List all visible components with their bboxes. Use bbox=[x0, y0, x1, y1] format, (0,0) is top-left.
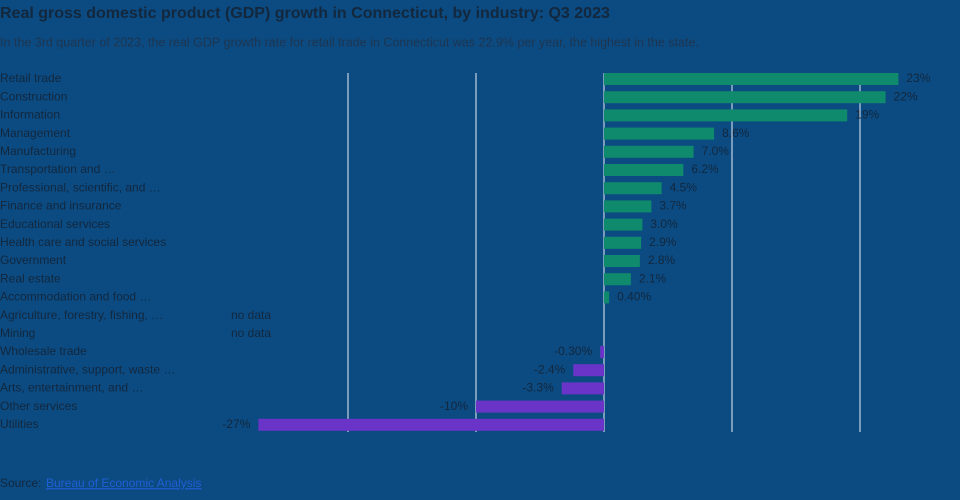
value-label: -0.30% bbox=[554, 344, 592, 358]
source-label: Source: bbox=[0, 476, 41, 490]
value-label: 3.0% bbox=[650, 217, 678, 231]
y-tick-label: Agriculture, forestry, fishing, … bbox=[0, 308, 163, 322]
y-tick-label: Management bbox=[0, 126, 71, 140]
bar bbox=[604, 145, 694, 158]
value-label: 8.6% bbox=[722, 126, 750, 140]
value-label: 2.9% bbox=[649, 235, 677, 249]
value-label: no data bbox=[231, 308, 271, 322]
value-label: 2.1% bbox=[639, 271, 667, 285]
source-link[interactable]: Bureau of Economic Analysis bbox=[46, 476, 201, 490]
y-tick-label: Construction bbox=[0, 89, 67, 103]
value-label: -2.4% bbox=[534, 362, 566, 376]
bar bbox=[604, 109, 848, 122]
value-label: -27% bbox=[222, 417, 250, 431]
value-label: 4.5% bbox=[670, 180, 698, 194]
bar bbox=[604, 255, 640, 267]
chart-subtitle: In the 3rd quarter of 2023, the real GDP… bbox=[0, 35, 699, 49]
y-tick-label: Information bbox=[0, 108, 60, 122]
bar bbox=[604, 164, 684, 176]
bar bbox=[604, 218, 643, 231]
y-tick-label: Accommodation and food … bbox=[0, 290, 151, 304]
bar bbox=[573, 364, 604, 377]
value-label: 2.8% bbox=[648, 253, 676, 267]
bar bbox=[604, 127, 715, 140]
value-label: 19% bbox=[855, 108, 879, 122]
bar bbox=[604, 73, 899, 85]
y-tick-label: Manufacturing bbox=[0, 144, 76, 158]
bar bbox=[258, 418, 604, 431]
bar bbox=[604, 273, 631, 286]
bar bbox=[561, 382, 604, 395]
bar bbox=[604, 291, 610, 304]
y-tick-label: Real estate bbox=[0, 271, 61, 285]
y-tick-label: Health care and social services bbox=[0, 235, 166, 249]
y-tick-label: Transportation and … bbox=[0, 162, 116, 176]
y-tick-label: Government bbox=[0, 253, 67, 267]
value-label: 0.40% bbox=[617, 290, 651, 304]
value-label: 6.2% bbox=[691, 162, 719, 176]
y-tick-label: Wholesale trade bbox=[0, 344, 87, 358]
bar bbox=[604, 182, 662, 195]
value-label: 22% bbox=[894, 89, 918, 103]
y-tick-label: Finance and insurance bbox=[0, 199, 122, 213]
y-tick-label: Utilities bbox=[0, 417, 39, 431]
bar bbox=[604, 200, 652, 213]
y-tick-label: Other services bbox=[0, 399, 77, 413]
value-label: 7.0% bbox=[702, 144, 730, 158]
chart-title: Real gross domestic product (GDP) growth… bbox=[0, 5, 610, 22]
value-label: no data bbox=[231, 326, 271, 340]
bar bbox=[604, 236, 642, 249]
y-tick-label: Arts, entertainment, and … bbox=[0, 381, 143, 395]
y-tick-label: Mining bbox=[0, 326, 35, 340]
y-tick-label: Educational services bbox=[0, 217, 110, 231]
value-label: 23% bbox=[906, 71, 930, 85]
bar bbox=[604, 91, 886, 104]
value-label: -10% bbox=[440, 399, 468, 413]
y-tick-label: Professional, scientific, and … bbox=[0, 180, 161, 194]
bar bbox=[476, 400, 604, 413]
y-tick-label: Administrative, support, waste … bbox=[0, 362, 175, 376]
value-label: 3.7% bbox=[659, 199, 687, 213]
y-tick-label: Retail trade bbox=[0, 71, 62, 85]
plot: Retail trade 23% Construction 22% Informatio… bbox=[0, 71, 931, 432]
value-label: -3.3% bbox=[522, 381, 554, 395]
bar bbox=[600, 346, 604, 358]
